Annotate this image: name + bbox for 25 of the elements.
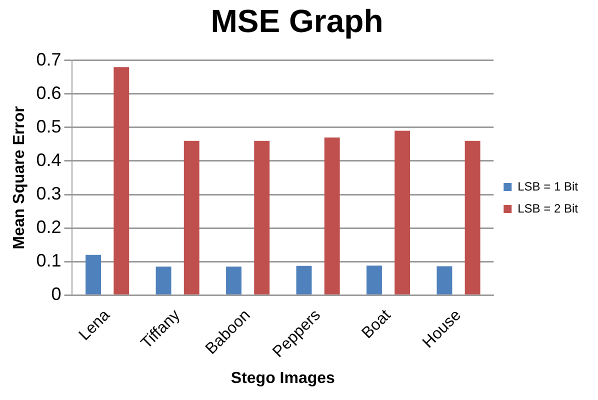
y-tick-label: 0.2 xyxy=(36,217,62,237)
bar xyxy=(254,140,270,294)
legend-label: LSB = 2 Bit xyxy=(518,201,579,216)
bar xyxy=(114,67,130,294)
legend-label: LSB = 1 Bit xyxy=(518,179,579,194)
bar xyxy=(226,266,242,294)
y-tick-label: 0.6 xyxy=(36,82,62,103)
chart-title: MSE Graph xyxy=(210,3,384,40)
bar xyxy=(156,266,172,294)
bar xyxy=(86,254,102,294)
y-tick-label: 0 xyxy=(51,284,62,304)
y-tick-label: 0.7 xyxy=(36,49,62,70)
bar xyxy=(184,140,200,294)
bar xyxy=(296,266,312,294)
bar xyxy=(436,266,452,294)
x-axis-title: Stego Images xyxy=(230,370,336,387)
y-tick-label: 0.4 xyxy=(36,150,62,170)
bar xyxy=(394,130,410,294)
y-axis-title: Mean Square Error xyxy=(11,106,28,250)
bar xyxy=(366,266,382,294)
y-tick-label: 0.1 xyxy=(36,250,62,271)
bar xyxy=(464,140,480,294)
y-tick-label: 0.3 xyxy=(36,183,62,204)
y-tick-label: 0.5 xyxy=(36,116,62,136)
bar xyxy=(324,138,340,294)
